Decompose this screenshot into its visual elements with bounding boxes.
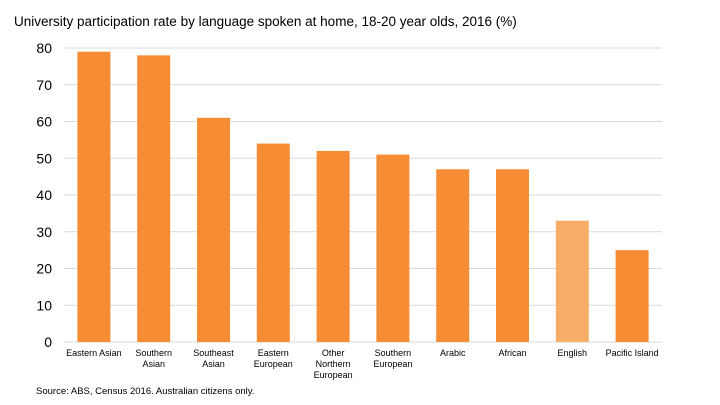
x-category-label: Eastern Asian xyxy=(66,348,122,358)
bar xyxy=(316,150,350,342)
bar xyxy=(376,154,410,342)
x-category-label: Arabic xyxy=(440,348,466,358)
chart-source-note: Source: ABS, Census 2016. Australian cit… xyxy=(36,386,255,397)
y-tick-label: 40 xyxy=(36,187,52,203)
bar xyxy=(77,51,111,343)
x-category-label: Eastern xyxy=(258,348,289,358)
x-category-label: Northern xyxy=(316,359,351,369)
y-tick-label: 50 xyxy=(36,150,52,166)
x-category-label: Southern xyxy=(135,348,172,358)
x-category-label: Other xyxy=(322,348,345,358)
y-tick-label: 0 xyxy=(44,334,52,350)
chart-title: University participation rate by languag… xyxy=(14,14,517,29)
x-category-label: Asian xyxy=(142,359,165,369)
y-tick-label: 70 xyxy=(36,77,52,93)
bar xyxy=(256,143,290,342)
x-category-label: European xyxy=(373,359,412,369)
bar xyxy=(496,169,529,342)
bar xyxy=(436,169,470,342)
y-tick-label: 10 xyxy=(36,297,52,313)
y-tick-label: 20 xyxy=(36,261,52,277)
x-category-label: English xyxy=(558,348,588,358)
x-category-label: European xyxy=(314,370,353,380)
bar xyxy=(137,55,171,342)
y-tick-label: 60 xyxy=(36,114,52,130)
x-category-label: Pacific Island xyxy=(606,348,659,358)
x-category-label: African xyxy=(498,348,526,358)
y-tick-label: 30 xyxy=(36,224,52,240)
x-category-label: Southeast xyxy=(193,348,234,358)
y-tick-label: 80 xyxy=(36,40,52,56)
bar xyxy=(615,250,649,342)
bar xyxy=(555,220,589,342)
x-category-label: Asian xyxy=(202,359,225,369)
bar xyxy=(197,117,230,342)
x-category-label: Southern xyxy=(375,348,412,358)
x-category-label: European xyxy=(254,359,293,369)
